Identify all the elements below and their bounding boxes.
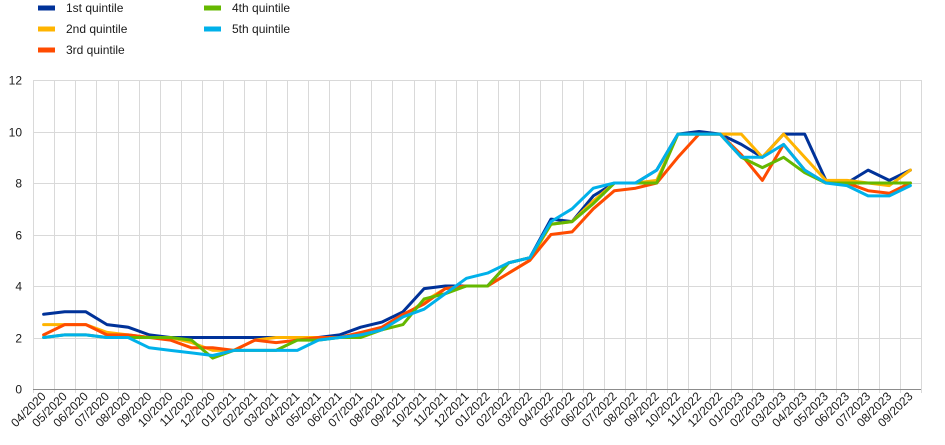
legend: 1st quintile 2nd quintile 3rd quintile 4… (38, 1, 290, 57)
legend-label-1st-quintile: 1st quintile (66, 1, 124, 15)
y-tick-label: 8 (15, 177, 22, 191)
legend-label-2nd-quintile: 2nd quintile (66, 22, 128, 36)
legend-item-1st-quintile: 1st quintile (38, 1, 124, 15)
legend-item-5th-quintile: 5th quintile (204, 22, 290, 36)
legend-item-3rd-quintile: 3rd quintile (38, 43, 125, 57)
legend-label-5th-quintile: 5th quintile (232, 22, 290, 36)
legend-item-4th-quintile: 4th quintile (204, 1, 290, 15)
series-lines (42, 130, 912, 360)
legend-label-3rd-quintile: 3rd quintile (66, 43, 125, 57)
series-line-5th-quintile (42, 132, 912, 357)
y-tick-label: 10 (9, 126, 23, 140)
y-tick-label: 2 (15, 332, 22, 346)
y-tick-label: 0 (15, 383, 22, 397)
y-tick-label: 4 (15, 280, 22, 294)
legend-label-4th-quintile: 4th quintile (232, 1, 290, 15)
y-axis: 0 2 4 6 8 10 12 (9, 74, 23, 397)
series-line-4th-quintile (42, 132, 912, 360)
y-tick-label: 12 (9, 74, 23, 88)
gridlines (33, 80, 922, 393)
x-axis: 04/202005/202006/202007/202008/202009/20… (8, 389, 916, 430)
legend-item-2nd-quintile: 2nd quintile (38, 22, 128, 36)
y-tick-label: 6 (15, 229, 22, 243)
